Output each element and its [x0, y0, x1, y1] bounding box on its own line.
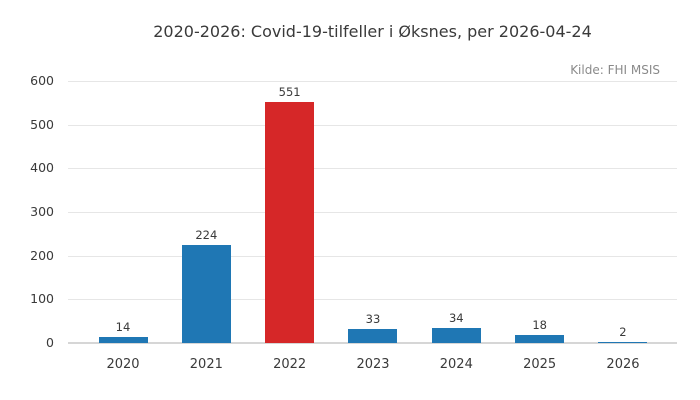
plot-area: 14 224 551 33 34 18 2 — [68, 81, 677, 344]
chart-title: 2020-2026: Covid-19-tilfeller i Øksnes, … — [153, 22, 592, 41]
y-tick-label-300: 300 — [30, 204, 54, 219]
gridline-500 — [68, 124, 677, 126]
y-tick-label-500: 500 — [30, 116, 54, 132]
gridline-400 — [68, 168, 677, 170]
y-tick-label-100: 100 — [30, 291, 54, 307]
gridline-100 — [68, 299, 677, 301]
bar-value-label-2021: 224 — [195, 228, 218, 243]
bar-2021 — [181, 245, 231, 343]
x-tick-label-2025: 2025 — [523, 357, 557, 372]
bar-2024 — [431, 328, 481, 343]
gridline-300 — [68, 212, 677, 213]
gridline-0 — [68, 342, 677, 344]
x-tick-label-2024: 2024 — [439, 357, 473, 372]
x-tick-label-2020: 2020 — [106, 357, 140, 372]
bar-2022 — [265, 102, 315, 343]
x-tick-label-2023: 2023 — [356, 357, 390, 372]
gridline-600 — [68, 81, 677, 82]
bar-2020 — [98, 336, 148, 343]
bar-value-label-2024: 34 — [448, 311, 464, 326]
x-tick-label-2022: 2022 — [273, 357, 307, 372]
y-tick-label-400: 400 — [30, 160, 54, 176]
bar-2023 — [348, 328, 398, 343]
y-tick-label-0: 0 — [46, 335, 54, 350]
bar-value-label-2025: 18 — [532, 318, 547, 333]
source-note: Kilde: FHI MSIS — [570, 63, 660, 77]
bar-2026 — [598, 342, 648, 343]
x-tick-label-2026: 2026 — [606, 357, 640, 372]
bar-value-label-2020: 14 — [115, 319, 131, 334]
bar-value-label-2026: 2 — [619, 325, 627, 339]
bar-2025 — [515, 335, 565, 343]
gridline-200 — [68, 255, 677, 257]
y-tick-label-600: 600 — [30, 73, 54, 88]
bar-value-label-2023: 33 — [365, 311, 381, 326]
x-tick-label-2021: 2021 — [189, 357, 223, 372]
bar-value-label-2022: 551 — [278, 85, 301, 100]
y-tick-label-200: 200 — [30, 247, 54, 263]
